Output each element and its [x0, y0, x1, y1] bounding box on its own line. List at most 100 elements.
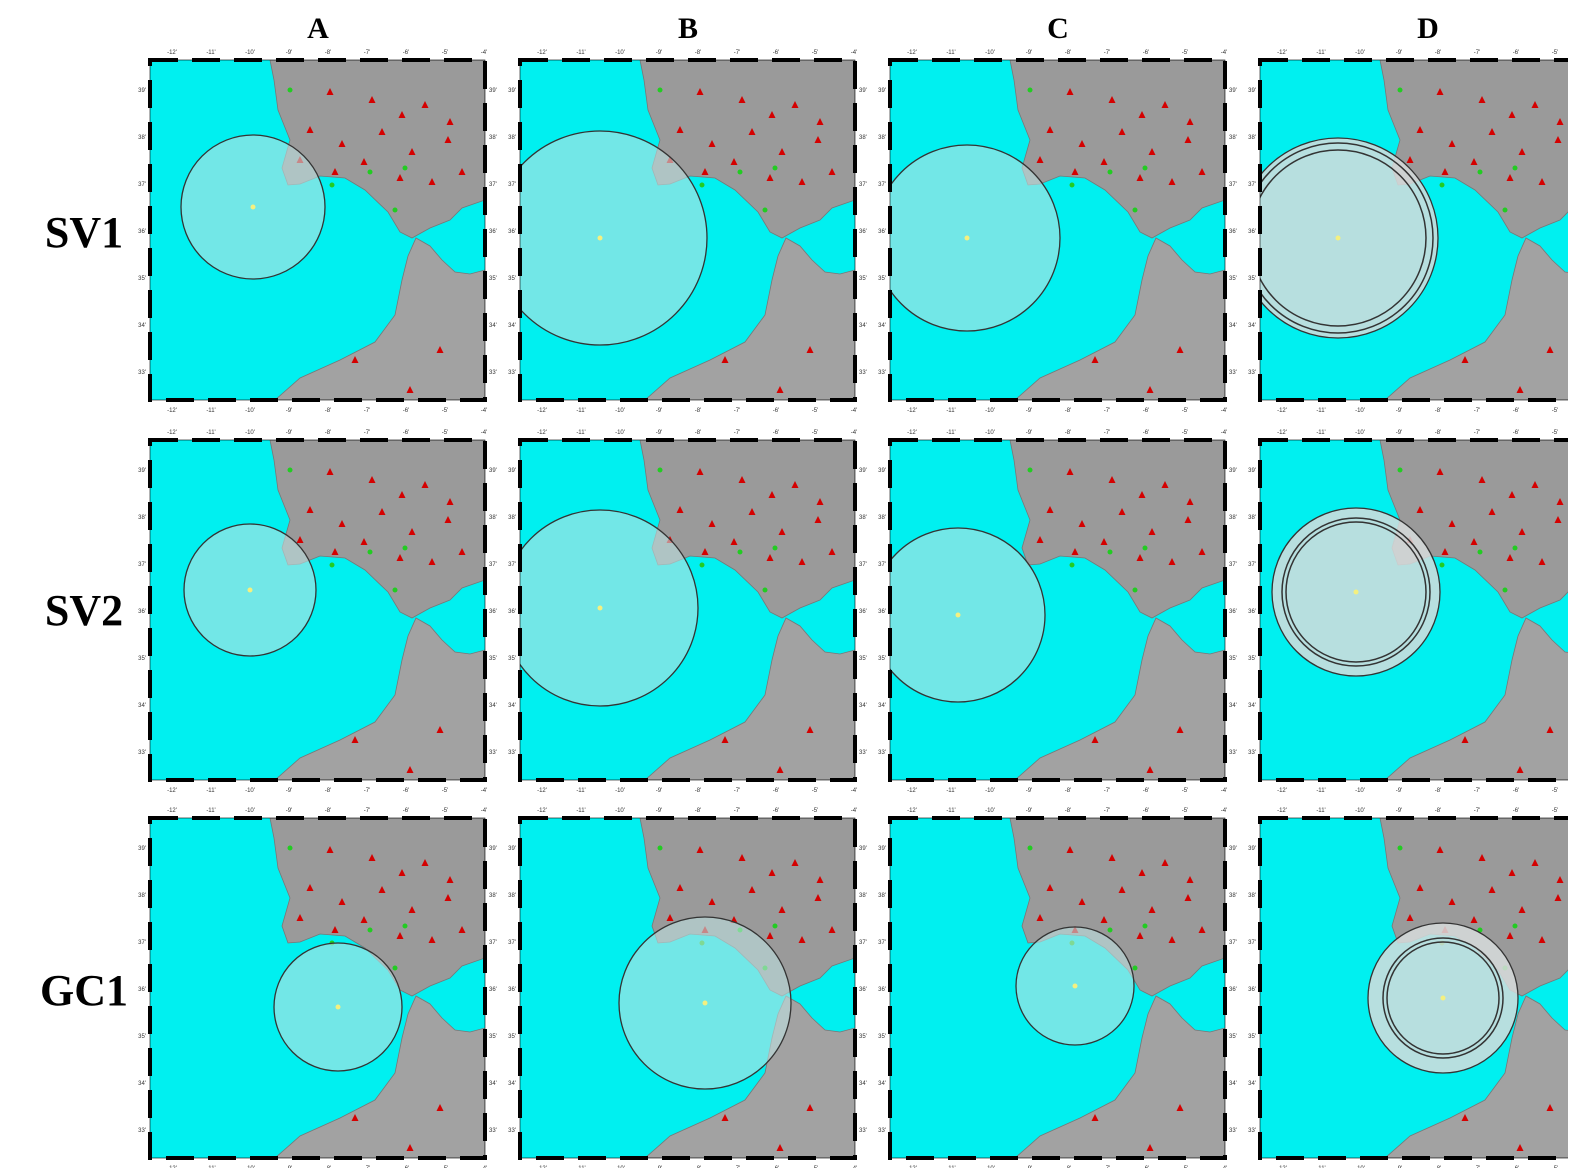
lon-tick-label: -7'	[1104, 788, 1110, 794]
lon-tick-label: -12'	[907, 430, 917, 436]
lon-tick-label: -10'	[1355, 788, 1365, 794]
station-green	[1513, 546, 1518, 551]
station-green	[368, 170, 373, 175]
lat-tick-label: 37'	[508, 562, 516, 568]
lat-tick-label: 33'	[489, 370, 497, 376]
lat-tick-label: 39'	[1248, 88, 1256, 94]
lat-tick-label: 33'	[859, 1128, 867, 1134]
station-green	[1133, 588, 1138, 593]
lat-tick-label: 38'	[138, 135, 146, 141]
lon-tick-label: -7'	[1474, 808, 1480, 814]
epicenter	[598, 236, 603, 241]
lon-tick-label: -4'	[481, 788, 487, 794]
lon-tick-label: -9'	[656, 430, 662, 436]
lat-tick-label: 39'	[859, 88, 867, 94]
station-green	[1108, 170, 1113, 175]
lon-tick-label: -8'	[1435, 808, 1441, 814]
lon-tick-label: -6'	[403, 430, 409, 436]
lon-tick-label: -8'	[695, 50, 701, 56]
lat-tick-label: 36'	[489, 229, 497, 235]
lon-tick-label: -10'	[245, 408, 255, 414]
lon-tick-label: -11'	[1316, 788, 1325, 794]
map-area	[890, 818, 1225, 1158]
map-panel: -12'-12'-11'-11'-10'-10'-9'-9'-8'-8'-7'-…	[138, 808, 497, 1168]
lat-tick-label: 33'	[878, 1128, 886, 1134]
lat-tick-label: 38'	[878, 893, 886, 899]
lon-tick-label: -6'	[403, 788, 409, 794]
lat-tick-label: 34'	[138, 703, 146, 709]
lat-tick-label: 37'	[489, 562, 497, 568]
lon-tick-label: -8'	[1065, 808, 1071, 814]
lat-tick-label: 34'	[489, 703, 497, 709]
station-green	[393, 966, 398, 971]
station-green	[330, 183, 335, 188]
lat-tick-label: 33'	[1248, 1128, 1256, 1134]
lat-tick-label: 33'	[138, 750, 146, 756]
lon-tick-label: -11'	[206, 808, 215, 814]
lat-tick-label: 33'	[878, 750, 886, 756]
lon-tick-label: -8'	[695, 430, 701, 436]
station-green	[393, 208, 398, 213]
lon-tick-label: -9'	[286, 408, 292, 414]
station-green	[1398, 468, 1403, 473]
lat-tick-label: 39'	[878, 846, 886, 852]
station	[1569, 548, 1576, 555]
lon-tick-label: -5'	[1552, 788, 1558, 794]
lon-tick-label: -7'	[1104, 430, 1110, 436]
lat-tick-label: 38'	[1248, 893, 1256, 899]
map-area	[1260, 440, 1589, 780]
lon-tick-label: -12'	[1277, 50, 1287, 56]
lon-tick-label: -5'	[812, 430, 818, 436]
epicenter	[248, 588, 253, 593]
lat-tick-label: 35'	[1248, 656, 1256, 662]
station-green	[763, 208, 768, 213]
lon-tick-label: -10'	[615, 430, 625, 436]
lon-tick-label: -12'	[907, 408, 917, 414]
lon-tick-label: -9'	[1396, 788, 1402, 794]
lat-tick-label: 36'	[138, 609, 146, 615]
lon-tick-label: -10'	[615, 808, 625, 814]
lon-tick-label: -10'	[615, 408, 625, 414]
lon-tick-label: -8'	[1435, 788, 1441, 794]
station-green	[368, 928, 373, 933]
lon-tick-label: -9'	[656, 808, 662, 814]
lon-tick-label: -5'	[1182, 408, 1188, 414]
lat-tick-label: 35'	[859, 276, 867, 282]
lat-tick-label: 36'	[1229, 609, 1237, 615]
station	[1569, 926, 1576, 933]
map-area	[520, 818, 855, 1158]
station-green	[1503, 588, 1508, 593]
lat-tick-label: 33'	[508, 370, 516, 376]
lon-tick-label: -5'	[812, 50, 818, 56]
lon-tick-label: -10'	[1355, 430, 1365, 436]
lon-tick-label: -6'	[1143, 430, 1149, 436]
lon-tick-label: -11'	[946, 430, 955, 436]
map-panel: -12'-12'-11'-11'-10'-10'-9'-9'-8'-8'-7'-…	[1248, 430, 1589, 794]
lon-tick-label: -10'	[245, 50, 255, 56]
row-label: GC1	[40, 966, 128, 1015]
lat-tick-label: 37'	[1229, 182, 1237, 188]
lat-tick-label: 38'	[489, 893, 497, 899]
lat-tick-label: 34'	[508, 1081, 516, 1087]
lon-tick-label: -6'	[773, 808, 779, 814]
lat-tick-label: 34'	[859, 703, 867, 709]
lat-tick-label: 35'	[138, 1034, 146, 1040]
lat-tick-label: 36'	[1229, 987, 1237, 993]
lon-tick-label: -6'	[1513, 50, 1519, 56]
lon-tick-label: -11'	[206, 430, 215, 436]
station-green	[1133, 208, 1138, 213]
lat-tick-label: 39'	[1248, 846, 1256, 852]
station-green	[288, 846, 293, 851]
map-area	[871, 440, 1225, 780]
lon-tick-label: -9'	[1026, 788, 1032, 794]
lon-tick-label: -8'	[1065, 408, 1071, 414]
lon-tick-label: -4'	[1221, 430, 1227, 436]
lat-tick-label: 34'	[1248, 703, 1256, 709]
epicenter	[1073, 984, 1078, 989]
lat-tick-label: 38'	[878, 515, 886, 521]
lon-tick-label: -5'	[1182, 50, 1188, 56]
station-green	[1070, 563, 1075, 568]
lon-tick-label: -10'	[985, 408, 995, 414]
lon-tick-label: -10'	[985, 788, 995, 794]
map-area	[1238, 60, 1589, 400]
